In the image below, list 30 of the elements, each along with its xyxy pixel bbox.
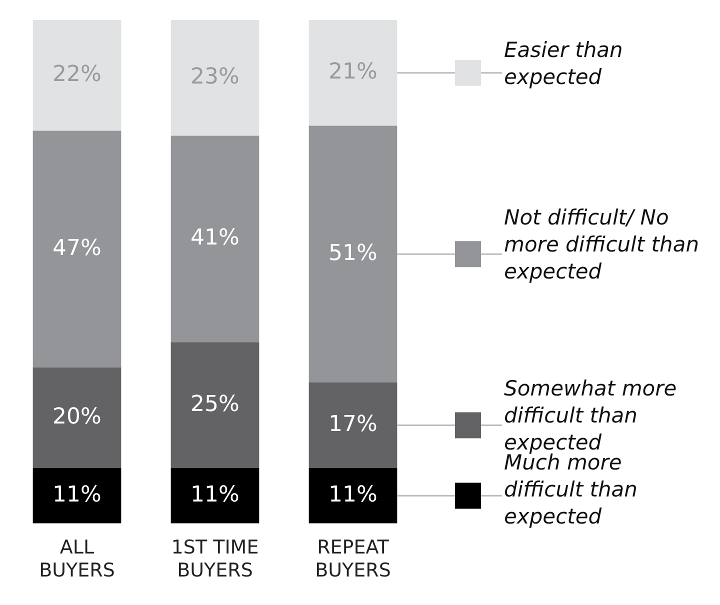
data-label: 41% (190, 226, 240, 251)
legend-label: Not difficult/ No more difficult than expected (504, 206, 700, 284)
data-label: 22% (52, 62, 102, 88)
bar (32, 367, 122, 468)
bar (308, 126, 398, 382)
data-label: 23% (190, 64, 240, 90)
data-label: 47% (52, 236, 102, 261)
legend-label: Somewhat more difficult than expected (504, 376, 677, 455)
data-label: 21% (328, 60, 378, 85)
x-tick-label: REPEAT BUYERS (315, 536, 391, 582)
data-label: 17% (328, 412, 378, 437)
data-label: 51% (328, 240, 378, 266)
bar (32, 20, 122, 131)
bar (170, 342, 260, 468)
x-tick-label: ALL BUYERS (39, 536, 115, 582)
bar (170, 136, 260, 342)
bar (170, 20, 260, 136)
bar (308, 468, 398, 524)
data-label: 20% (52, 404, 102, 430)
data-label: 25% (190, 392, 240, 417)
bar (170, 468, 260, 524)
bar (32, 130, 122, 368)
bar (308, 20, 398, 126)
bar (32, 468, 122, 524)
bar (308, 382, 398, 468)
data-label: 11% (328, 482, 378, 508)
data-label: 11% (190, 482, 240, 508)
legend-label: Easier than expected (504, 38, 623, 89)
data-label: 11% (52, 482, 102, 508)
x-tick-label: 1ST TIME BUYERS (171, 536, 259, 582)
